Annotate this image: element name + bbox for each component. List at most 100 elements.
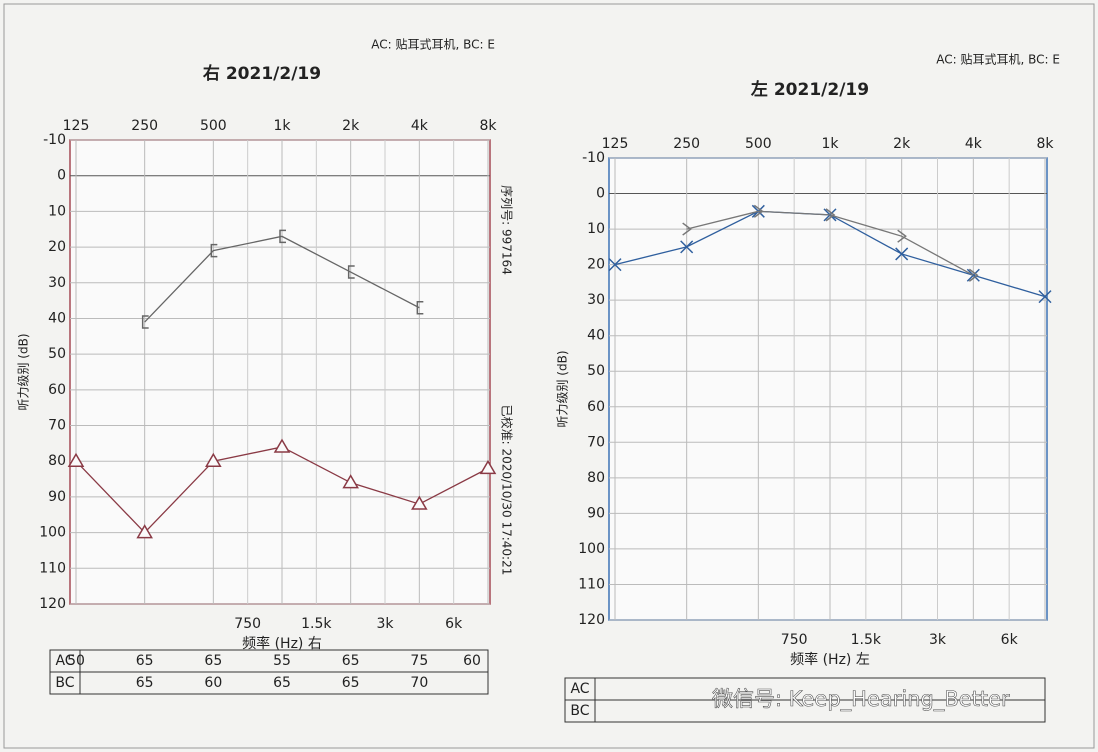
y-tick-label: 110 (39, 560, 66, 576)
table-cell: 65 (342, 653, 360, 669)
x-tick-label: 125 (63, 118, 90, 134)
x-tick-label: 500 (745, 136, 772, 152)
y-tick-label: 80 (587, 470, 605, 486)
y-tick-label: 10 (587, 221, 605, 237)
x-minor-label: 3k (376, 616, 394, 632)
y-axis-label: 听力级别 (dB) (17, 333, 31, 410)
y-tick-label: 90 (587, 505, 605, 521)
x-axis-label: 频率 (Hz) 左 (790, 651, 870, 668)
data-marker (141, 315, 149, 329)
row-label-box (564, 699, 596, 723)
plot-area (69, 139, 491, 605)
side-label: 已校准: 2020/10/30 17:40:21 (500, 405, 515, 576)
series-line (686, 210, 974, 276)
y-tick-label: 120 (578, 612, 605, 628)
data-marker (210, 243, 218, 258)
x-tick-label: 2k (893, 136, 911, 152)
y-tick-label: 30 (587, 292, 605, 308)
data-marker (279, 229, 286, 244)
data-marker (416, 301, 424, 315)
x-minor-label: 3k (929, 632, 947, 648)
data-marker (895, 247, 909, 261)
table-cell: 70 (410, 675, 428, 691)
data-marker (680, 240, 694, 254)
chart-title: 左 2021/2/19 (751, 79, 869, 100)
data-marker (682, 222, 692, 236)
y-tick-label: 70 (48, 418, 66, 434)
row-label: AC (570, 681, 589, 697)
data-marker (825, 208, 836, 222)
y-tick-label: 30 (48, 275, 66, 291)
x-tick-label: 500 (200, 118, 227, 134)
table-cell: 65 (204, 653, 222, 669)
x-tick-label: 8k (479, 118, 497, 134)
y-tick-label: 60 (587, 399, 605, 415)
table-cell: 60 (463, 653, 481, 669)
data-marker (347, 265, 355, 279)
y-tick-label: 50 (587, 363, 605, 379)
y-tick-label: 20 (48, 239, 66, 255)
x-tick-label: 125 (602, 136, 629, 152)
y-tick-label: 80 (48, 453, 66, 469)
table-cell: 65 (273, 675, 291, 691)
x-tick-label: 1k (821, 136, 839, 152)
data-marker (753, 204, 764, 218)
data-marker (608, 258, 622, 272)
x-minor-label: 750 (781, 632, 808, 648)
y-tick-label: 0 (57, 168, 66, 184)
header: AC: 贴耳式耳机, BC: E (936, 53, 1060, 67)
table-cell: 65 (136, 675, 154, 691)
x-tick-label: 250 (131, 118, 158, 134)
watermark: 微信号: Keep_Hearing_Better (712, 687, 1010, 712)
series-line (144, 235, 420, 323)
x-axis-label: 频率 (Hz) 右 (242, 635, 322, 652)
plot-area (608, 157, 1048, 621)
x-tick-label: 250 (673, 136, 700, 152)
y-tick-label: 90 (48, 489, 66, 505)
x-minor-label: 6k (1001, 632, 1019, 648)
y-tick-label: 40 (587, 328, 605, 344)
row-label: BC (570, 703, 589, 719)
y-tick-label: -10 (43, 132, 66, 148)
table-cell: 50 (67, 653, 85, 669)
data-marker (136, 524, 153, 539)
table-cell: 65 (136, 653, 154, 669)
y-tick-label: 110 (578, 576, 605, 592)
chart-title: 右 2021/2/19 (203, 63, 321, 84)
x-tick-label: 4k (965, 136, 983, 152)
data-marker (205, 452, 222, 467)
x-minor-label: 1.5k (301, 616, 332, 632)
row-label: BC (55, 675, 74, 691)
y-tick-label: 20 (587, 257, 605, 273)
table-cell: 75 (410, 653, 428, 669)
y-tick-label: 10 (48, 203, 66, 219)
data-marker (342, 474, 359, 489)
y-tick-label: 100 (39, 525, 66, 541)
data-marker (479, 459, 497, 475)
header: AC: 贴耳式耳机, BC: E (371, 38, 495, 52)
data-marker (1038, 290, 1052, 304)
y-tick-label: 60 (48, 382, 66, 398)
x-minor-label: 750 (234, 616, 261, 632)
data-marker (968, 268, 979, 282)
table-cell: 60 (204, 675, 222, 691)
y-tick-label: 100 (578, 541, 605, 557)
x-minor-label: 1.5k (851, 632, 882, 648)
data-marker (273, 438, 291, 453)
side-label: 序列号: 997164 (500, 185, 515, 275)
table-cell: 65 (342, 675, 360, 691)
y-tick-label: 50 (48, 346, 66, 362)
x-tick-label: 4k (411, 118, 429, 134)
data-marker (897, 229, 907, 243)
data-marker (411, 495, 428, 510)
y-tick-label: 70 (587, 434, 605, 450)
x-tick-label: 2k (342, 118, 360, 134)
y-tick-label: 40 (48, 310, 66, 326)
row-label-box (49, 671, 81, 695)
page-border (3, 3, 1095, 749)
y-tick-label: 0 (596, 186, 605, 202)
data-marker (67, 452, 85, 467)
y-tick-label: 120 (39, 596, 66, 612)
y-axis-label: 听力级别 (dB) (556, 350, 570, 427)
